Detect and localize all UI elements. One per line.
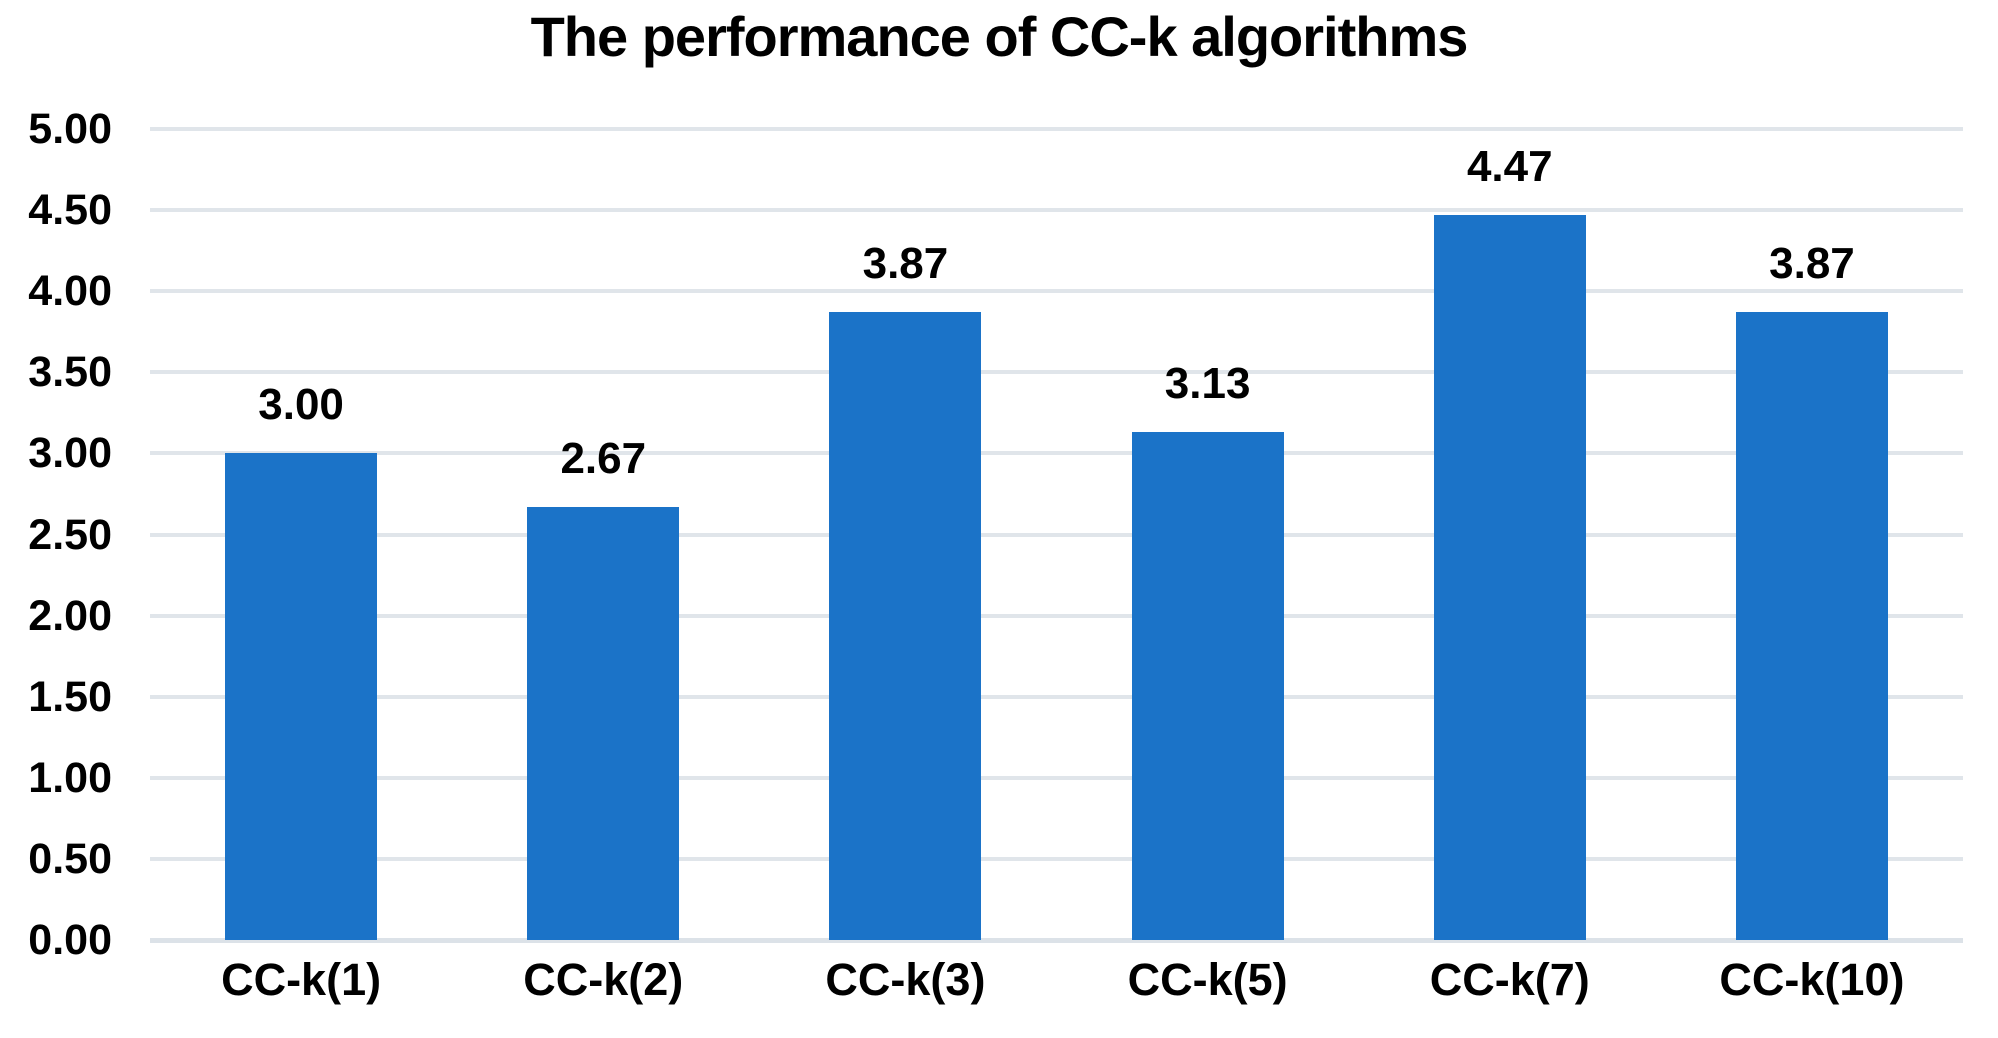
x-tick-label: CC-k(7) [1429, 954, 1590, 1005]
y-tick-label: 1.00 [28, 753, 112, 802]
x-axis: CC-k(1) CC-k(2) CC-k(3) CC-k(5) CC-k(7) CC-k(… [150, 952, 1963, 1008]
x-tick-label: CC-k(3) [825, 954, 986, 1005]
bar-value-label: 2.67 [560, 433, 647, 483]
gridline [150, 613, 1963, 618]
y-tick-label: 3.50 [28, 348, 112, 397]
gridline [150, 127, 1963, 131]
gridline [150, 208, 1963, 213]
y-tick-label: 4.50 [28, 186, 112, 235]
gridline [150, 370, 1963, 375]
y-tick-label: 2.50 [28, 510, 112, 559]
gridline [150, 694, 1963, 699]
y-tick-label: 3.00 [28, 429, 112, 478]
bar-slot: 2.67 [452, 129, 754, 940]
gridline [150, 532, 1963, 537]
bar-CC-k(1) [225, 453, 378, 940]
bar-CC-k(10) [1735, 312, 1888, 940]
bar-CC-k(2) [527, 506, 680, 940]
chart-title: The performance of CC-k algorithms [530, 5, 1469, 68]
y-axis: 5.00 4.50 4.00 3.50 3.00 2.50 2.00 1.50 1.00 0.50… [0, 0, 118, 1038]
bars-row: 3.00 2.67 3.87 3.13 4.47 3.87 [150, 129, 1963, 940]
gridline [150, 289, 1963, 294]
bar-slot: 3.87 [754, 129, 1056, 940]
bar-slot: 4.47 [1359, 129, 1661, 940]
gridline [150, 775, 1963, 780]
bar-CC-k(7) [1433, 214, 1586, 940]
y-tick-label: 5.00 [28, 105, 112, 153]
bar-slot: 3.87 [1661, 129, 1963, 940]
bar-CC-k(5) [1131, 432, 1284, 940]
bar-value-label: 3.13 [1164, 359, 1251, 409]
y-tick-label: 0.00 [28, 916, 112, 964]
bar-slot: 3.13 [1057, 129, 1359, 940]
bar-slot: 3.00 [150, 129, 452, 940]
gridline [150, 451, 1963, 456]
bar-value-label: 4.47 [1466, 141, 1553, 191]
y-tick-label: 1.50 [28, 672, 112, 721]
bar-CC-k(3) [829, 312, 982, 940]
x-tick-label: CC-k(5) [1127, 954, 1288, 1005]
y-tick-label: 0.50 [28, 834, 112, 883]
gridline [150, 856, 1963, 861]
x-tick-label: CC-k(10) [1719, 954, 1905, 1005]
bar-value-label: 3.87 [862, 239, 949, 289]
bar-value-label: 3.87 [1769, 239, 1855, 289]
x-tick-label: CC-k(2) [523, 954, 684, 1005]
x-tick-label: CC-k(1) [221, 954, 382, 1005]
y-tick-label: 2.00 [28, 591, 112, 640]
bar-value-label: 3.00 [258, 380, 344, 430]
gridline-baseline [150, 937, 1963, 943]
plot-area: 3.00 2.67 3.87 3.13 4.47 3.87 [150, 127, 1963, 943]
y-tick-label: 4.00 [28, 267, 112, 316]
